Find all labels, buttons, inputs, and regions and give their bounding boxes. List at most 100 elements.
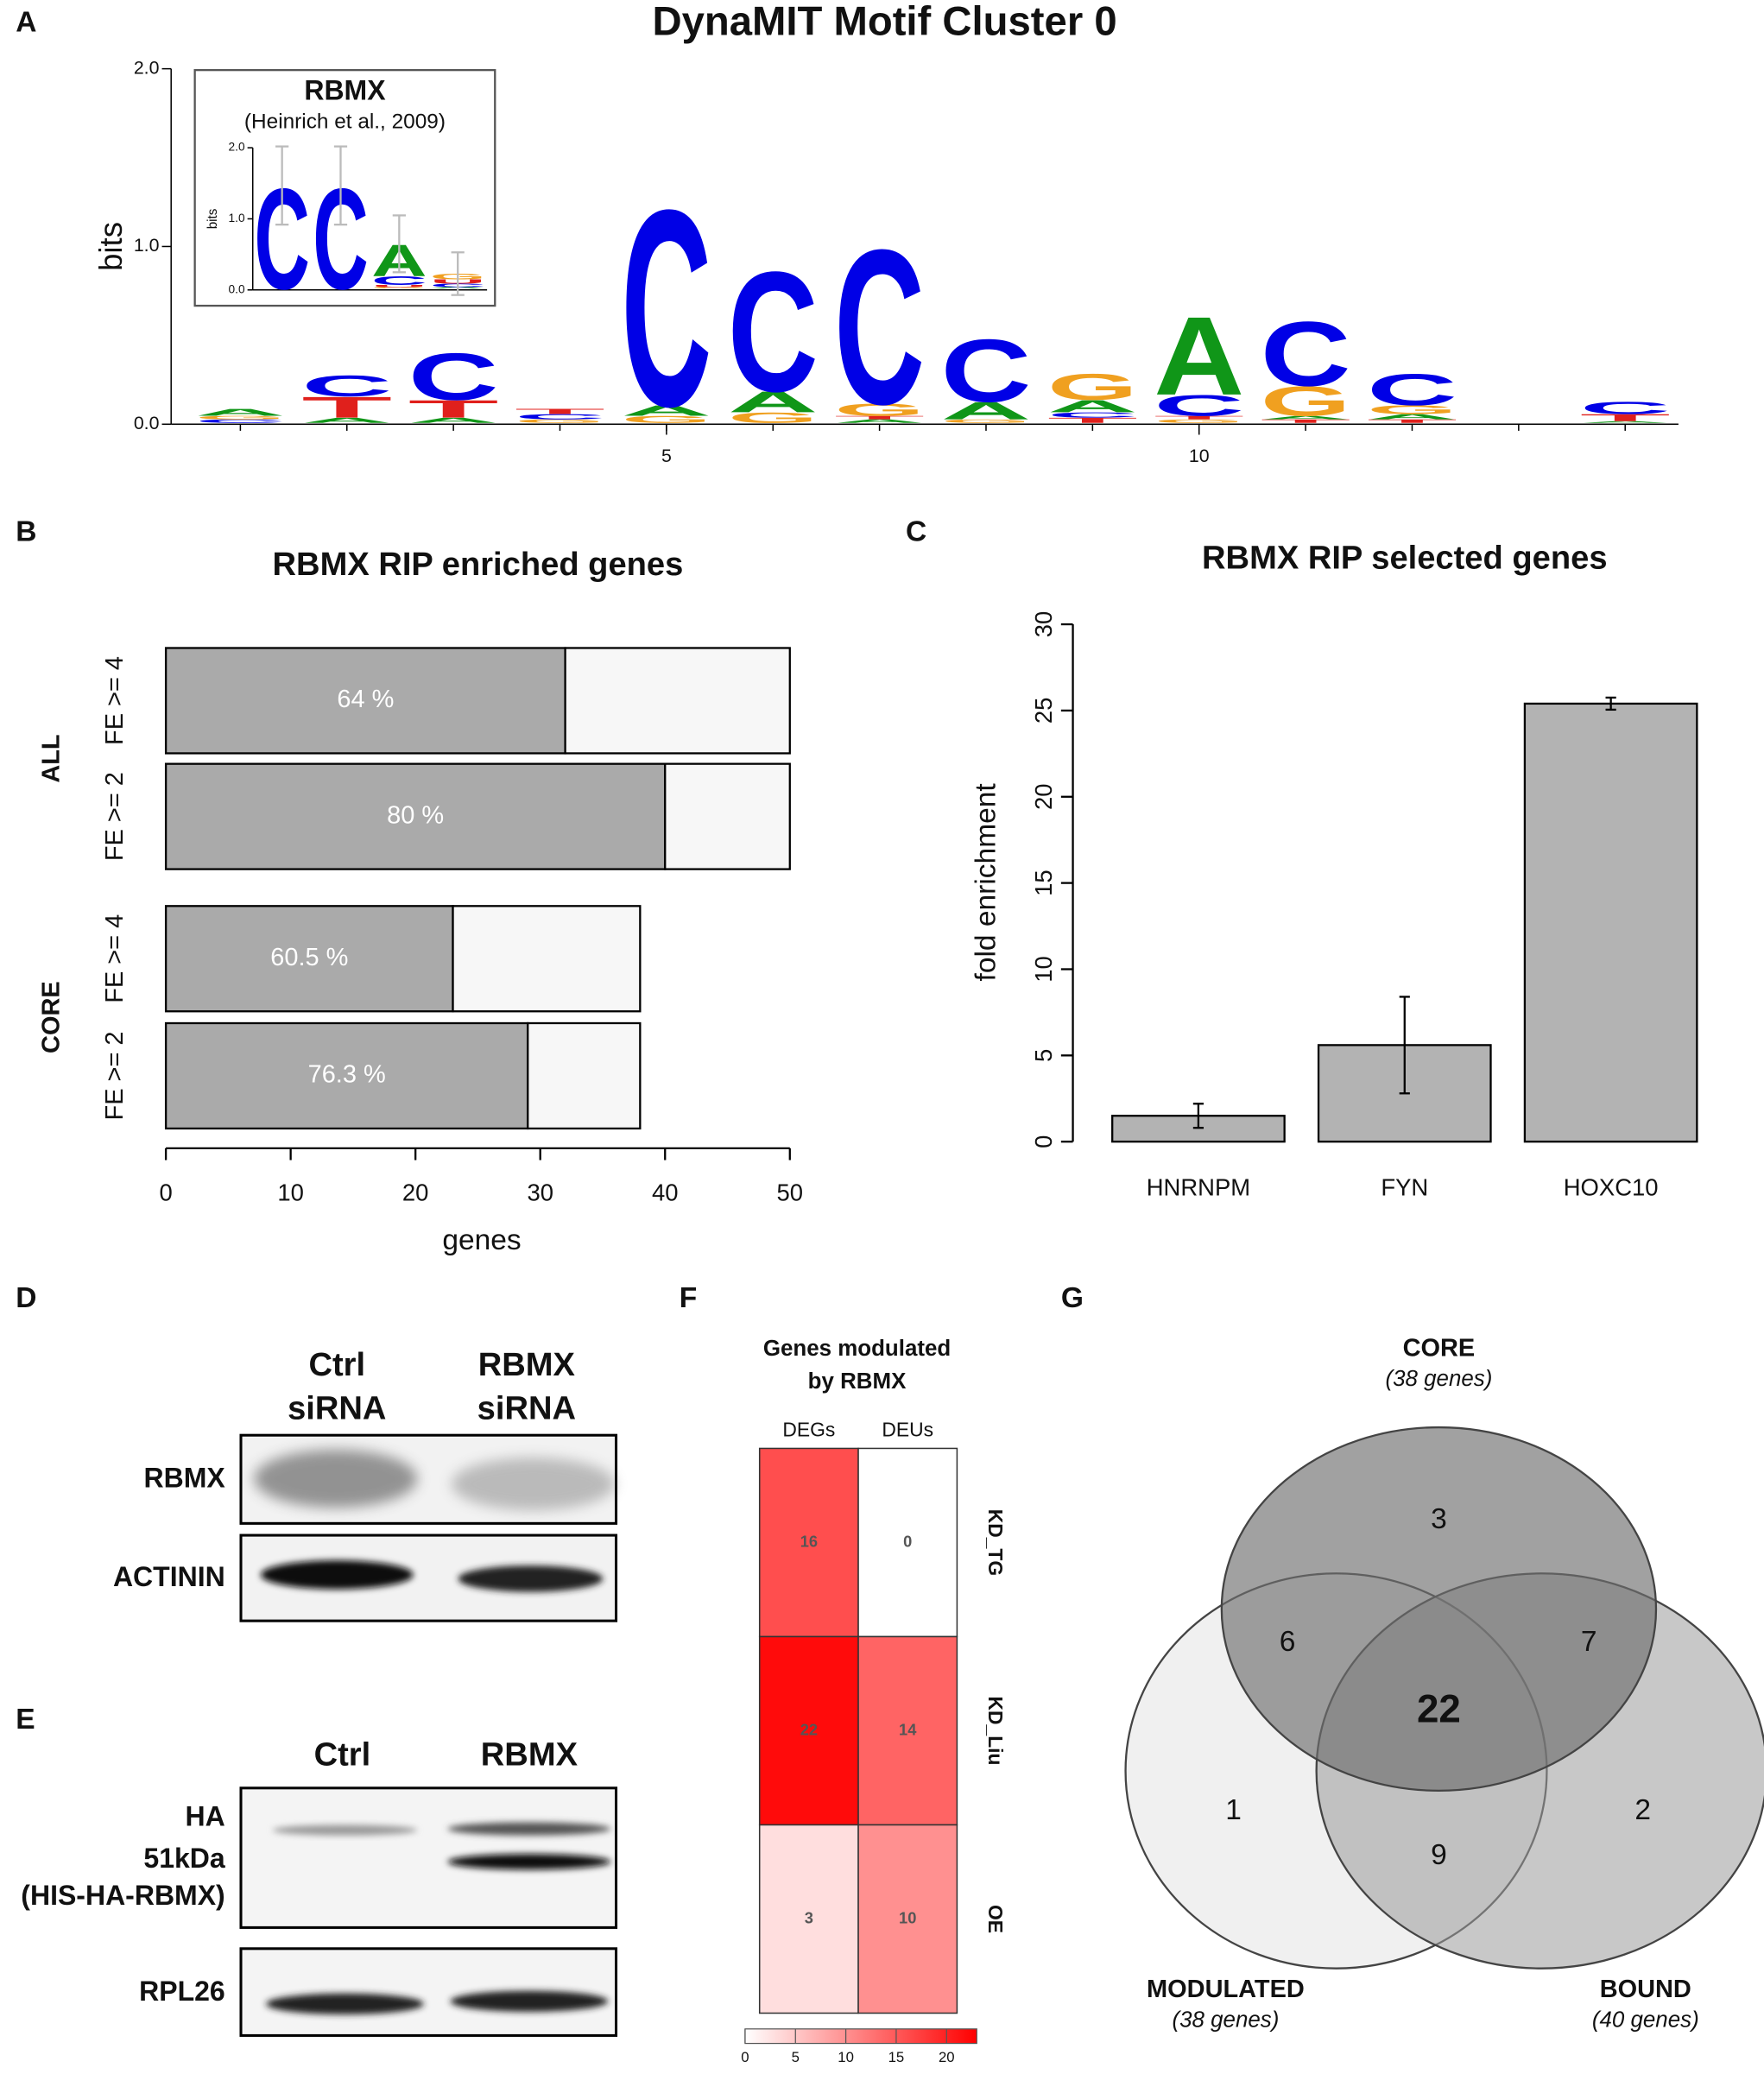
panel-label: D bbox=[16, 1282, 36, 1314]
x-tick-label: 30 bbox=[527, 1179, 553, 1205]
band bbox=[451, 1457, 616, 1511]
logo-letter: U bbox=[371, 285, 427, 288]
logo-letter: C bbox=[371, 274, 427, 288]
x-tick-label: 20 bbox=[402, 1179, 429, 1205]
row-label: KD_TG bbox=[984, 1509, 1007, 1576]
logo-letter: A bbox=[1047, 396, 1138, 416]
bar bbox=[564, 647, 791, 755]
band bbox=[254, 1449, 418, 1508]
bar bbox=[164, 1021, 529, 1130]
logo-letter: T bbox=[1154, 414, 1244, 420]
logo-letter: C bbox=[515, 413, 605, 421]
band bbox=[450, 1990, 609, 2012]
blot-column-label: Ctrl bbox=[314, 1736, 371, 1773]
panel-label: B bbox=[16, 516, 36, 548]
panel-label: C bbox=[906, 516, 926, 548]
venn-set-name: CORE bbox=[1403, 1335, 1476, 1363]
logo-letter: A bbox=[1261, 414, 1351, 420]
panel-label: A bbox=[16, 7, 36, 39]
colorbar-tick-label: 0 bbox=[741, 2049, 749, 2065]
venn-region-count: 9 bbox=[1431, 1839, 1447, 1871]
logo-letter: T bbox=[301, 391, 392, 424]
category-label: FE >= 2 bbox=[101, 1031, 129, 1120]
bar-annotation: 80 % bbox=[387, 801, 444, 829]
venn-set bbox=[1220, 1426, 1658, 1792]
heatmap-cell bbox=[758, 1824, 859, 2014]
logo-letter: T bbox=[1580, 412, 1671, 423]
y-axis-label: bits bbox=[205, 208, 220, 229]
y-axis-label: bits bbox=[93, 222, 129, 271]
logo-letter: A bbox=[728, 385, 819, 419]
bar bbox=[164, 762, 667, 870]
cell-value: 16 bbox=[800, 1532, 818, 1550]
x-tick-label: HNRNPM bbox=[1147, 1173, 1250, 1200]
bar bbox=[452, 905, 642, 1013]
category-label: FE >= 4 bbox=[101, 656, 129, 745]
band bbox=[447, 1854, 611, 1870]
blot-d bbox=[239, 1433, 618, 1622]
heatmap-cell bbox=[857, 1447, 958, 1638]
blot-column-label: RBMX bbox=[481, 1736, 579, 1773]
bar bbox=[664, 762, 791, 870]
cell-value: 14 bbox=[899, 1720, 917, 1738]
y-tick-label: 30 bbox=[1030, 611, 1057, 638]
logo-letter: T bbox=[1047, 416, 1138, 425]
blot-row-label: RBMX bbox=[143, 1462, 225, 1493]
x-tick-label: 10 bbox=[1189, 446, 1210, 466]
blot-column-label: siRNA bbox=[288, 1390, 386, 1426]
logo-letter: G bbox=[371, 287, 427, 289]
logo-letter: G bbox=[621, 414, 711, 425]
logo-letter: A bbox=[301, 416, 392, 425]
venn-region-count: 1 bbox=[1225, 1794, 1242, 1826]
venn-region-count: 2 bbox=[1634, 1794, 1651, 1826]
logo-letter: A bbox=[621, 402, 711, 419]
band bbox=[265, 1993, 424, 2015]
bar-annotation: 64 % bbox=[337, 686, 394, 713]
logo-letter: T bbox=[408, 395, 499, 423]
logo-letter: A bbox=[1367, 413, 1457, 421]
logo-letter: T bbox=[1367, 419, 1457, 424]
y-tick-label: 0.0 bbox=[229, 282, 245, 295]
logo-letter: T bbox=[515, 408, 605, 416]
logo-letter: T bbox=[1261, 419, 1351, 424]
y-tick-label: 15 bbox=[1030, 869, 1057, 896]
chart-title: DynaMIT Motif Cluster 0 bbox=[652, 0, 1116, 44]
band bbox=[272, 1824, 418, 1836]
venn-region-count: 22 bbox=[1417, 1686, 1461, 1730]
logo-letter: C bbox=[408, 339, 499, 414]
inset-subtitle: (Heinrich et al., 2009) bbox=[244, 111, 446, 134]
heatmap-cell bbox=[857, 1824, 958, 2014]
logo-letter: C bbox=[834, 205, 925, 451]
x-tick-label: 5 bbox=[661, 446, 672, 466]
panel-label: F bbox=[680, 1282, 697, 1314]
logo-letter: C bbox=[1047, 411, 1138, 420]
y-tick-label: 0 bbox=[1030, 1135, 1057, 1148]
group-label: ALL bbox=[38, 734, 66, 782]
blot-e bbox=[239, 1786, 618, 2037]
logo-letter: C bbox=[301, 370, 392, 403]
cell-value: 22 bbox=[800, 1720, 818, 1738]
band bbox=[458, 1565, 604, 1592]
band bbox=[260, 1560, 414, 1590]
venn-set-size: (38 genes) bbox=[1172, 2008, 1279, 2033]
inset-frame bbox=[193, 69, 496, 307]
chart-title: RBMX RIP selected genes bbox=[1202, 540, 1607, 576]
venn-set-name: BOUND bbox=[1600, 1976, 1691, 2003]
bar bbox=[1523, 702, 1698, 1143]
category-label: FE >= 2 bbox=[101, 772, 129, 861]
y-axis-label: fold enrichment bbox=[970, 783, 1002, 982]
blot-row-label: 51kDa bbox=[143, 1843, 224, 1874]
y-tick-label: 1.0 bbox=[229, 212, 245, 224]
y-tick-label: 20 bbox=[1030, 783, 1057, 810]
logo-letter: C bbox=[195, 419, 286, 424]
logo-letter: C bbox=[1580, 398, 1671, 418]
inset-title: RBMX bbox=[304, 75, 386, 106]
bar-annotation: 60.5 % bbox=[270, 944, 348, 971]
logo-letter: C bbox=[1261, 302, 1351, 405]
logo-letter: G bbox=[195, 415, 286, 420]
row-label: KD_Liu bbox=[984, 1696, 1007, 1765]
heatmap-title: Genes modulated bbox=[763, 1337, 951, 1361]
logo-letter: A bbox=[834, 419, 925, 424]
category-label: FE >= 4 bbox=[101, 914, 129, 1003]
